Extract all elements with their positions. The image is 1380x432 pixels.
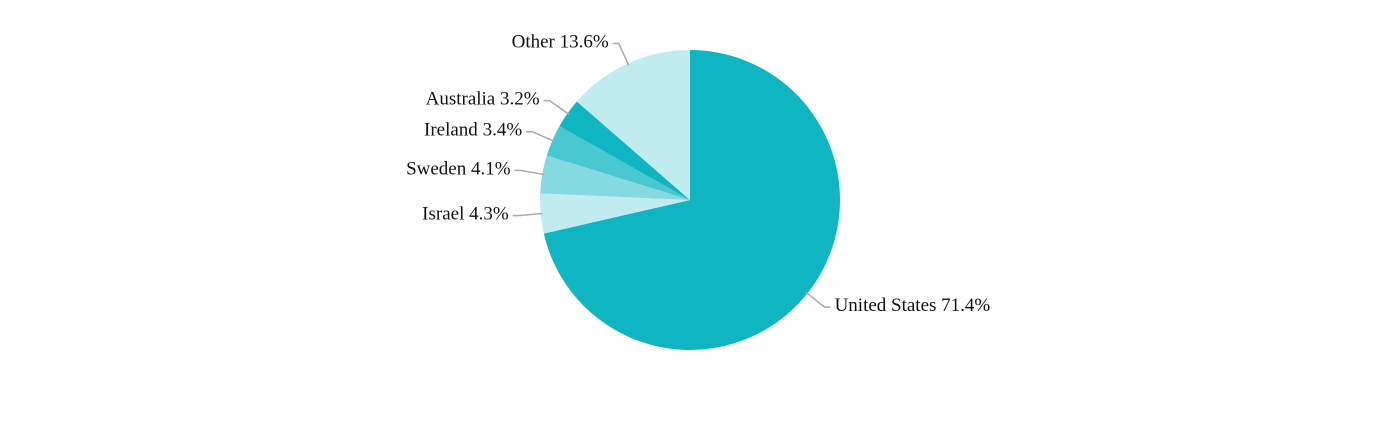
slice-label: Ireland 3.4%: [424, 120, 522, 141]
slice-value: 4.1%: [471, 159, 511, 180]
pie-slice: [576, 50, 690, 200]
pie-slice: [546, 126, 690, 200]
leader-line: [612, 42, 630, 66]
slice-label: Sweden 4.1%: [406, 159, 511, 180]
pie-slice: [559, 101, 690, 200]
slice-value: 13.6%: [560, 32, 609, 53]
leader-line: [526, 130, 555, 142]
slice-category: Australia: [426, 89, 496, 110]
pie-slice: [540, 155, 690, 200]
leader-line: [805, 291, 831, 308]
slice-category: United States: [835, 295, 937, 316]
leader-line: [512, 212, 543, 217]
slice-category: Ireland: [424, 120, 478, 141]
pie-slice: [540, 193, 690, 234]
slice-value: 4.3%: [469, 204, 509, 225]
slice-label: Other 13.6%: [512, 32, 609, 53]
slice-label: Israel 4.3%: [422, 204, 509, 225]
slice-value: 3.2%: [500, 89, 540, 110]
leader-line: [514, 169, 545, 176]
slice-category: Other: [512, 32, 556, 53]
slice-value: 3.4%: [483, 120, 523, 141]
pie-slice: [543, 50, 841, 351]
slice-category: Sweden: [406, 159, 467, 180]
slice-value: 71.4%: [941, 295, 990, 316]
slice-label: Australia 3.2%: [426, 89, 540, 110]
slice-label: United States 71.4%: [835, 295, 991, 316]
slice-category: Israel: [422, 204, 464, 225]
leader-line: [543, 99, 570, 116]
